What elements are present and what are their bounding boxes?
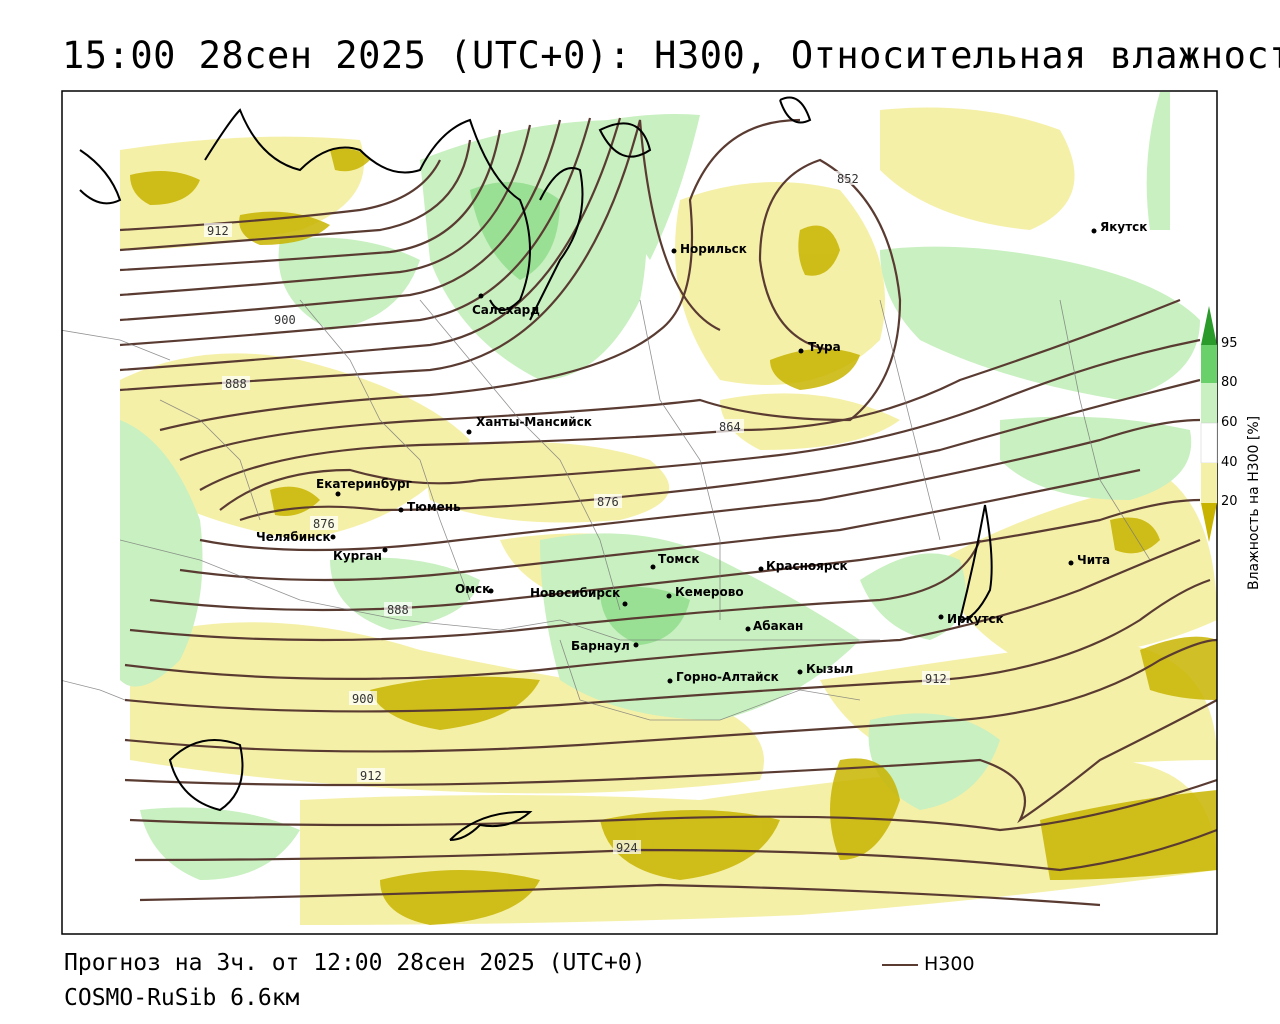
svg-text:Барнаул: Барнаул (571, 639, 630, 653)
colorbar-tick: 40 (1221, 455, 1238, 470)
colorbar-title: Влажность на H300 [%] (1246, 415, 1262, 590)
svg-text:Ханты-Мансийск: Ханты-Мансийск (476, 415, 592, 429)
svg-text:Якутск: Якутск (1100, 220, 1147, 234)
colorbar-tick: 80 (1221, 375, 1238, 390)
svg-text:Чита: Чита (1077, 553, 1110, 567)
svg-text:Тюмень: Тюмень (407, 500, 461, 514)
svg-text:Екатеринбург: Екатеринбург (316, 477, 412, 491)
city-yekaterinburg: Екатеринбург (316, 477, 412, 497)
colorbar-over-95 (1201, 306, 1217, 345)
model-name: COSMO-RuSib 6.6км (64, 985, 300, 1011)
svg-text:Кемерово: Кемерово (675, 585, 744, 599)
city-tura: Тура (798, 340, 841, 354)
contour-label: 900 (349, 691, 377, 706)
contour-label: 876 (594, 494, 622, 509)
h300-legend-line (882, 964, 918, 966)
city-norilsk: Норильск (671, 242, 747, 256)
city-irkutsk: Иркутск (938, 612, 1004, 626)
colorbar-tick: 20 (1221, 494, 1238, 509)
humidity-field: 912 900 888 852 864 876 876 888 900 912 … (62, 92, 1217, 925)
svg-text:888: 888 (225, 377, 247, 391)
contour-label: 876 (310, 516, 338, 531)
humidity-colorbar (1200, 306, 1218, 542)
city-kyzyl: Кызыл (797, 662, 853, 676)
colorbar-under-20 (1201, 503, 1217, 542)
svg-text:Иркутск: Иркутск (947, 612, 1004, 626)
svg-text:864: 864 (719, 420, 741, 434)
contour-label: 888 (384, 602, 412, 617)
map-frame (61, 90, 1218, 935)
contour-label: 900 (271, 312, 299, 327)
colorbar-80-95 (1201, 345, 1217, 383)
svg-text:912: 912 (207, 224, 229, 238)
contour-label: 912 (922, 671, 950, 686)
coastlines (79, 96, 993, 841)
contour-label: 924 (613, 840, 641, 855)
city-kurgan: Курган (333, 547, 388, 563)
city-abakan: Абакан (745, 619, 803, 633)
colorbar-20-40 (1201, 463, 1217, 503)
colorbar-60-80 (1201, 383, 1217, 423)
svg-text:Новосибирск: Новосибирск (530, 586, 620, 600)
contour-label-group: 912 900 888 852 864 876 876 888 900 912 … (204, 171, 950, 855)
svg-text:Абакан: Абакан (753, 619, 803, 633)
contour-label: 864 (716, 419, 744, 434)
forecast-info: Прогноз на 3ч. от 12:00 28сен 2025 (UTC+… (64, 950, 646, 976)
colorbar-40-60 (1200, 422, 1218, 464)
contour-label: 888 (222, 376, 250, 391)
h300-contours (119, 117, 1217, 907)
city-omsk: Омск (455, 582, 494, 596)
city-gorno-altaysk: Горно-Алтайск (667, 670, 779, 684)
svg-text:888: 888 (387, 603, 409, 617)
map-title: 15:00 28сен 2025 (UTC+0): H300, Относите… (62, 34, 1280, 77)
city-markers: Якутск Норильск Салехард Тура Ханты-Манс… (256, 220, 1147, 684)
svg-text:Салехард: Салехард (472, 303, 540, 317)
city-chita: Чита (1068, 553, 1110, 567)
h300-legend-label: H300 (924, 953, 975, 975)
city-krasnoyarsk: Красноярск (758, 559, 848, 573)
svg-text:Курган: Курган (333, 549, 382, 563)
city-chelyabinsk: Челябинск (256, 530, 336, 544)
city-tyumen: Тюмень (398, 500, 461, 514)
svg-text:Томск: Томск (658, 552, 700, 566)
city-khanty-mansiysk: Ханты-Мансийск (466, 415, 592, 435)
svg-text:900: 900 (352, 692, 374, 706)
svg-text:Тура: Тура (808, 340, 841, 354)
svg-text:Челябинск: Челябинск (256, 530, 331, 544)
svg-text:Омск: Омск (455, 582, 490, 596)
city-kemerovo: Кемерово (666, 585, 744, 599)
svg-text:852: 852 (837, 172, 859, 186)
svg-text:Кызыл: Кызыл (806, 662, 853, 676)
city-salekhard: Салехард (472, 293, 540, 317)
svg-text:912: 912 (360, 769, 382, 783)
city-barnaul: Барнаул (571, 639, 639, 653)
svg-text:876: 876 (597, 495, 619, 509)
city-yakutsk: Якутск (1091, 220, 1147, 234)
svg-text:876: 876 (313, 517, 335, 531)
svg-text:924: 924 (616, 841, 638, 855)
region-borders (62, 299, 1151, 721)
svg-text:Норильск: Норильск (680, 242, 747, 256)
city-tomsk: Томск (650, 552, 700, 570)
contour-label: 912 (357, 768, 385, 783)
colorbar-tick: 95 (1221, 336, 1238, 351)
svg-text:Красноярск: Красноярск (766, 559, 848, 573)
city-novosibirsk: Новосибирск (530, 586, 628, 607)
contour-label: 912 (204, 223, 232, 238)
colorbar-tick: 60 (1221, 415, 1238, 430)
svg-text:900: 900 (274, 313, 296, 327)
svg-text:Горно-Алтайск: Горно-Алтайск (676, 670, 779, 684)
contour-label: 852 (834, 171, 862, 186)
svg-text:912: 912 (925, 672, 947, 686)
